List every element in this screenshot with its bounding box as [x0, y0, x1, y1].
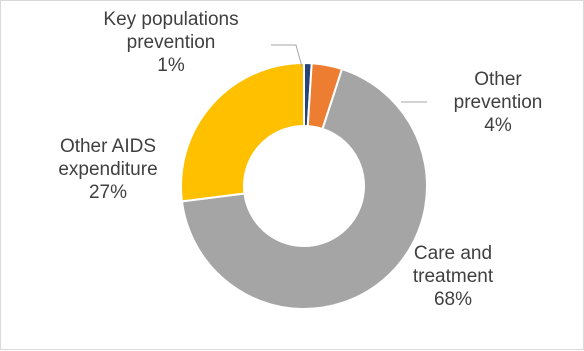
- data-label-category: Key populations: [103, 9, 238, 30]
- data-label-percent: 27%: [89, 182, 127, 203]
- data-label-category: Care and: [414, 243, 492, 264]
- data-label-category: prevention: [454, 92, 543, 113]
- data-label-category: expenditure: [58, 159, 157, 180]
- data-label-percent: 1%: [157, 55, 185, 76]
- data-label-category: treatment: [413, 266, 494, 287]
- donut-slice-care-and-treatment: [180, 67, 428, 310]
- data-label-percent: 4%: [484, 115, 512, 136]
- leader-line: [271, 44, 303, 68]
- data-label-percent: 68%: [434, 289, 472, 310]
- data-label-category: prevention: [127, 32, 216, 53]
- donut-slice-other-aids-expenditure: [180, 61, 305, 203]
- data-label-category: Other AIDS: [60, 136, 156, 157]
- data-label-category: Other: [474, 69, 522, 90]
